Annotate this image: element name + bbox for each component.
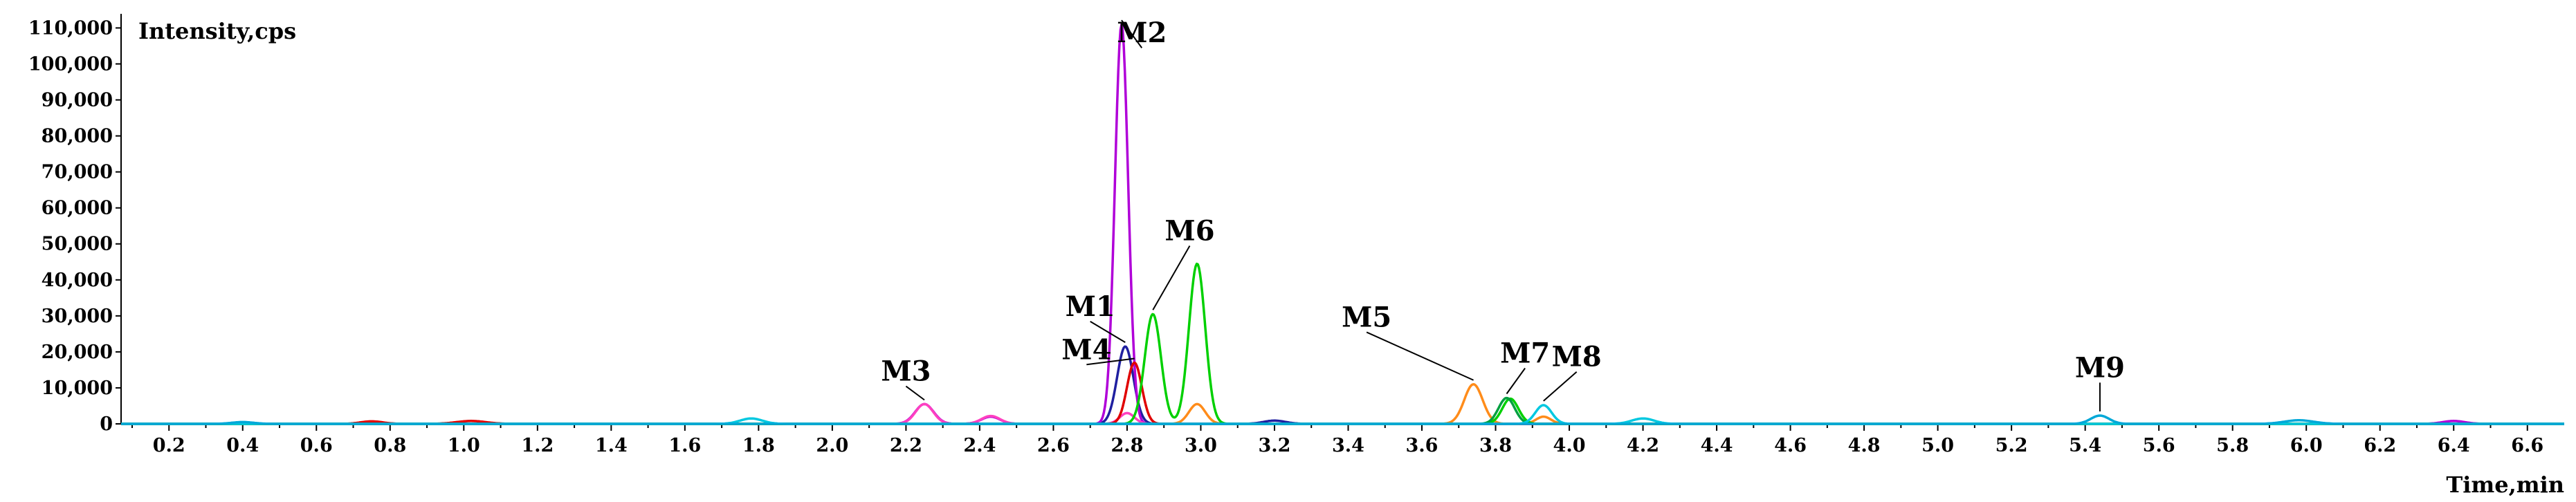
x-tick-label: 3.6 bbox=[1406, 435, 1438, 456]
x-tick-label: 5.2 bbox=[1995, 435, 2028, 456]
annotation-leader-m4 bbox=[1086, 357, 1135, 366]
x-tick-label: 6.6 bbox=[2511, 435, 2543, 456]
y-tick-label: 10,000 bbox=[42, 378, 113, 399]
annotation-m3: M3 bbox=[881, 355, 931, 388]
x-tick-label: 3.8 bbox=[1479, 435, 1512, 456]
x-axis-title: Time,min bbox=[2446, 472, 2564, 498]
x-tick-label: 0.8 bbox=[374, 435, 406, 456]
annotation-leader-m6 bbox=[1152, 245, 1191, 310]
series-trace-m1 bbox=[120, 345, 2565, 425]
x-tick-label: 3.0 bbox=[1185, 435, 1217, 456]
x-tick-label: 6.2 bbox=[2364, 435, 2396, 456]
x-tick-label: 4.6 bbox=[1774, 435, 1807, 456]
annotation-leader-m7 bbox=[1506, 367, 1526, 395]
y-tick-label: 60,000 bbox=[42, 198, 113, 219]
annotation-leader-m5 bbox=[1366, 331, 1474, 381]
x-tick-label: 1.4 bbox=[595, 435, 628, 456]
y-tick-label: 50,000 bbox=[42, 234, 113, 255]
plot-frame bbox=[120, 14, 2564, 425]
series-trace-m2 bbox=[120, 23, 2565, 425]
annotation-m6: M6 bbox=[1164, 215, 1214, 248]
series-trace-m6 bbox=[120, 262, 2565, 425]
series-trace-m3 bbox=[120, 402, 2565, 425]
y-axis: 0 10,000 20,000 30,000 40,000 50,000 60,000 70,… bbox=[28, 17, 121, 435]
x-tick-label: 6.0 bbox=[2290, 435, 2323, 456]
series-trace-m8 bbox=[120, 404, 2565, 425]
x-axis: 0.2 0.4 0.6 0.8 1.0 1.2 1.4 1.6 1.8 2.0 2.2 2.4 2.6 2… bbox=[131, 424, 2543, 456]
annotation-layer: M1 M2 M3 M4 M5 M6 M7 M8 M9 bbox=[881, 17, 2125, 412]
x-tick-label: 3.2 bbox=[1258, 435, 1290, 456]
annotation-leader-m1 bbox=[1090, 320, 1126, 343]
annotation-leader-m3 bbox=[905, 385, 925, 401]
y-tick-label: 90,000 bbox=[42, 90, 113, 111]
y-tick-label: 80,000 bbox=[42, 126, 113, 147]
annotation-m9: M9 bbox=[2075, 351, 2125, 384]
x-tick-label: 1.0 bbox=[448, 435, 480, 456]
x-tick-label: 5.8 bbox=[2216, 435, 2249, 456]
x-tick-label: 1.6 bbox=[668, 435, 701, 456]
annotation-m8: M8 bbox=[1552, 341, 1602, 373]
x-tick-label: 2.2 bbox=[890, 435, 922, 456]
x-tick-label: 5.4 bbox=[2069, 435, 2101, 456]
y-tick-label: 40,000 bbox=[42, 270, 113, 291]
y-tick-label: 20,000 bbox=[42, 342, 113, 363]
x-tick-label: 1.8 bbox=[742, 435, 775, 456]
y-tick-label: 0 bbox=[100, 413, 113, 435]
series-layer bbox=[120, 23, 2565, 425]
y-tick-label: 70,000 bbox=[42, 162, 113, 183]
y-tick-label: 110,000 bbox=[28, 17, 113, 39]
x-tick-label: 0.4 bbox=[226, 435, 259, 456]
x-tick-label: 0.2 bbox=[153, 435, 185, 456]
x-tick-label: 4.8 bbox=[1848, 435, 1881, 456]
x-tick-label: 5.6 bbox=[2143, 435, 2175, 456]
y-tick-label: 30,000 bbox=[42, 306, 113, 327]
series-trace-m4 bbox=[120, 361, 2565, 425]
annotation-m1: M1 bbox=[1066, 290, 1115, 323]
x-tick-label: 1.2 bbox=[521, 435, 554, 456]
series-trace-m9 bbox=[120, 414, 2565, 425]
x-tick-label: 5.0 bbox=[1921, 435, 1954, 456]
series-trace-m5 bbox=[120, 383, 2565, 425]
x-tick-label: 2.6 bbox=[1037, 435, 1070, 456]
x-tick-label: 2.8 bbox=[1111, 435, 1143, 456]
annotation-leader-m2 bbox=[1121, 19, 1143, 48]
annotation-m4: M4 bbox=[1061, 333, 1111, 366]
y-tick-label: 100,000 bbox=[28, 53, 113, 75]
annotation-leader-m8 bbox=[1543, 371, 1578, 402]
x-tick-label: 3.4 bbox=[1332, 435, 1364, 456]
x-tick-label: 4.4 bbox=[1701, 435, 1733, 456]
x-tick-label: 2.0 bbox=[816, 435, 848, 456]
annotation-m7: M7 bbox=[1500, 337, 1550, 370]
annotation-m5: M5 bbox=[1342, 301, 1391, 333]
x-tick-label: 4.2 bbox=[1627, 435, 1659, 456]
x-tick-label: 2.4 bbox=[963, 435, 996, 456]
y-axis-title: Intensity,cps bbox=[138, 18, 296, 44]
annotation-m2: M2 bbox=[1117, 17, 1167, 49]
x-tick-label: 4.0 bbox=[1553, 435, 1586, 456]
x-tick-label: 6.4 bbox=[2438, 435, 2470, 456]
x-tick-label: 0.6 bbox=[300, 435, 333, 456]
series-trace-m7 bbox=[120, 396, 2565, 425]
